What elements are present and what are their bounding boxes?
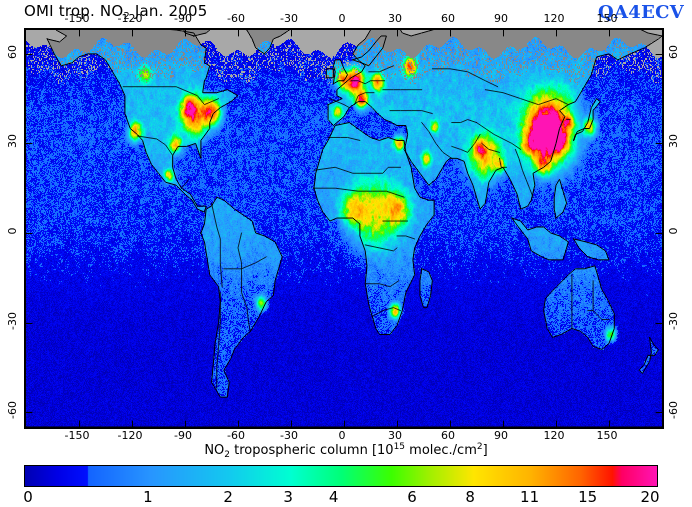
longitude-tick-label: 30 (388, 429, 402, 442)
colorbar-tick-label: 2 (223, 488, 233, 506)
latitude-tick-label: -60 (667, 401, 680, 420)
qa4ecv-logo: QA4ECV (598, 2, 684, 23)
longitude-axis-top: -150 -120 -90 -60 -30 0 30 60 90 120 150 (24, 12, 660, 26)
latitude-axis-right: 60 30 0 -30 -60 (665, 28, 683, 425)
figure-title-period: Jan. 2005 (129, 2, 208, 20)
latitude-tick-label: 0 (667, 227, 680, 235)
longitude-tick-label: 150 (596, 429, 618, 442)
colorbar-tick-label: 0 (23, 488, 33, 506)
colorbar-tick-label: 20 (640, 488, 660, 506)
map-plot-area (24, 28, 664, 429)
longitude-axis-bottom: -150 -120 -90 -60 -30 0 30 60 90 120 150 (24, 429, 660, 443)
longitude-tick-label: -90 (174, 429, 192, 442)
colorbar-tick-label: 8 (465, 488, 475, 506)
longitude-tick-label: -60 (227, 429, 245, 442)
longitude-tick-label: 60 (441, 12, 455, 25)
colorbar-tick-label: 15 (578, 488, 598, 506)
longitude-tick-label: 150 (596, 12, 618, 25)
longitude-tick-label: 30 (388, 12, 402, 25)
no2-column-heatmap (26, 30, 662, 427)
colorbar-title-a: NO (204, 443, 225, 458)
colorbar-tick-label: 1 (143, 488, 153, 506)
colorbar-tick-label: 3 (283, 488, 293, 506)
latitude-tick-label: 60 (667, 44, 680, 59)
latitude-tick-label: 60 (6, 44, 19, 59)
longitude-tick-label: -90 (174, 12, 192, 25)
latitude-axis-left: 60 30 0 -30 -60 (4, 28, 22, 425)
latitude-tick-label: -30 (667, 311, 680, 330)
figure-title-subscript: 2 (123, 11, 130, 22)
latitude-tick-label: 0 (6, 227, 19, 235)
colorbar-title: NO2 tropospheric column [1015 molec./cm2… (0, 442, 692, 460)
longitude-tick-label: 90 (494, 429, 508, 442)
longitude-tick-label: -150 (64, 429, 90, 442)
colorbar-tick-label: 11 (520, 488, 540, 506)
colorbar-title-sub: 2 (224, 450, 231, 460)
latitude-tick-label: 30 (6, 134, 19, 149)
longitude-tick-label: -30 (280, 429, 298, 442)
colorbar-gradient (25, 466, 657, 486)
colorbar-title-c: molec./cm (405, 443, 477, 458)
latitude-tick-label: -60 (6, 401, 19, 420)
longitude-tick-label: 120 (543, 12, 565, 25)
colorbar-tick-label: 4 (328, 488, 339, 506)
figure-title: OMI trop. NO2 Jan. 2005 (24, 2, 208, 22)
longitude-tick-label: 60 (441, 429, 455, 442)
latitude-tick-label: -30 (6, 311, 19, 330)
latitude-tick-label: 30 (667, 134, 680, 149)
longitude-tick-label: -120 (117, 429, 143, 442)
figure-title-main: OMI trop. NO (24, 2, 124, 20)
colorbar (24, 465, 658, 487)
longitude-tick-label: -30 (280, 12, 298, 25)
longitude-tick-label: 120 (543, 429, 565, 442)
longitude-tick-label: -60 (227, 12, 245, 25)
colorbar-tick-labels: 0 1 2 3 4 6 8 11 15 20 (23, 488, 660, 506)
longitude-tick-label: 0 (338, 429, 346, 442)
longitude-tick-label: 90 (494, 12, 508, 25)
colorbar-title-b: tropospheric column [10 (230, 443, 394, 458)
colorbar-title-exponent2: 2 (476, 442, 483, 452)
colorbar-tick-label: 6 (407, 488, 417, 506)
colorbar-title-d: ] (482, 443, 488, 458)
colorbar-title-exponent: 15 (393, 442, 406, 452)
longitude-tick-label: -150 (64, 12, 90, 25)
longitude-tick-label: 0 (338, 12, 346, 25)
longitude-tick-label: -120 (117, 12, 143, 25)
